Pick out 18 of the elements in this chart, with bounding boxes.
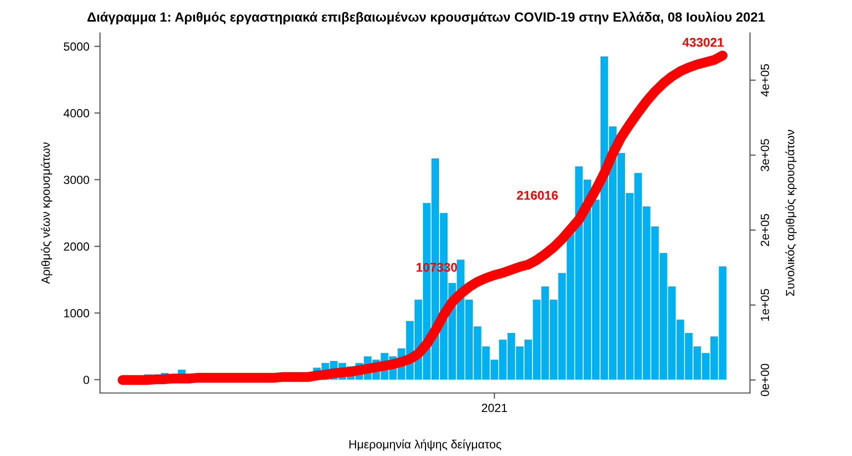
y2-tick-label: 2e+05 — [760, 214, 770, 246]
y2-tick-label: 0e+00 — [760, 364, 770, 396]
annotation: 433021 — [682, 38, 724, 47]
chart-title: Διάγραμμα 1: Αριθμός εργαστηριακά επιβεβαιωμένων κρουσμάτων COVID-19 στην Ελλάδα, 08 Ιουλίου 2021 — [87, 12, 765, 24]
y2-tick-label: 3e+05 — [760, 139, 770, 172]
y-tick-label: 4000 — [64, 109, 90, 118]
y-tick-label: 1000 — [64, 309, 90, 318]
y-tick-label: 2000 — [64, 242, 90, 251]
y2-tick-label: 4e+05 — [760, 64, 770, 97]
x-axis-title: Ημερομηνία λήψης δείγματος — [349, 439, 502, 451]
y-axis-title: Αριθμός νέων κρουσμάτων — [40, 142, 52, 284]
y-tick-label: 0 — [83, 376, 90, 384]
y-tick-label: 3000 — [64, 176, 90, 184]
annotation: 216016 — [516, 190, 558, 200]
y-tick-label: 5000 — [64, 42, 90, 51]
y2-tick-label: 1e+05 — [760, 288, 770, 321]
y2-axis-title: Συνολικός αριθμός κρουσμάτων — [785, 130, 797, 296]
x-tick-label: 2021 — [482, 404, 507, 412]
